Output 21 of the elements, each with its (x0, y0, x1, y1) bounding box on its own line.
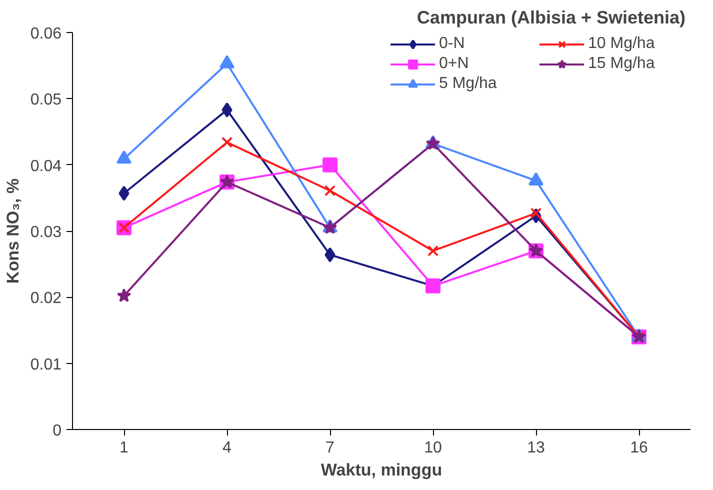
x-axis-title: Waktu, minggu (320, 460, 442, 480)
x-tick-label: 16 (630, 440, 648, 456)
legend-label: 15 Mg/ha (588, 55, 656, 73)
chart-title: Campuran (Albisia + Swietenia) (416, 8, 686, 28)
y-tick-label: 0.04 (30, 158, 62, 175)
y-tick-label: 0.02 (30, 290, 62, 308)
y-tick-label: 0 (52, 422, 62, 440)
legend-label: 10 Mg/ha (588, 35, 656, 53)
y-tick-label: 0.01 (30, 356, 62, 374)
y-tick-label: 0.05 (30, 92, 62, 109)
x-tick-label: 7 (326, 440, 335, 456)
x-tick-label: 4 (222, 440, 232, 456)
x-tick-label: 13 (527, 440, 545, 456)
x-tick-label: 10 (424, 440, 442, 456)
legend-label: 0-N (439, 35, 466, 53)
y-axis-title: Kons NO₃, % (3, 178, 22, 284)
legend-label: 5 Mg/ha (439, 75, 498, 93)
y-tick-label: 0.06 (30, 26, 62, 42)
y-tick-label: 0.03 (30, 224, 62, 241)
x-tick-label: 1 (120, 440, 129, 456)
legend-label: 0+N (439, 55, 470, 73)
